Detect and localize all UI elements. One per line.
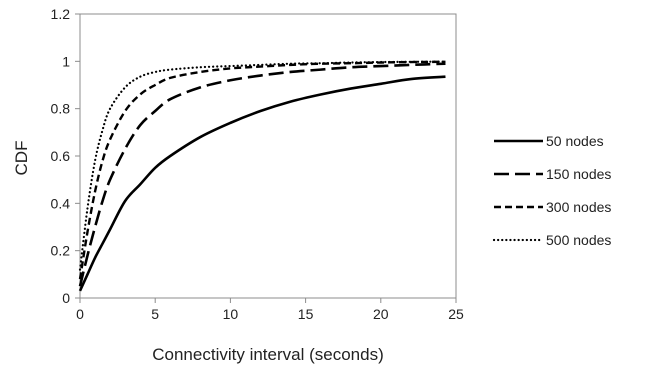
legend-label: 500 nodes [546, 232, 611, 248]
y-tick-label: 0.2 [51, 243, 71, 259]
legend-item: 150 nodes [494, 166, 611, 182]
series-line-300-nodes [78, 60, 446, 280]
y-axis-title: CDF [12, 141, 31, 176]
series-line-150-nodes [78, 62, 446, 287]
x-axis-title: Connectivity interval (seconds) [152, 345, 383, 364]
y-tick-label: 0.8 [51, 101, 71, 117]
legend-item: 500 nodes [492, 232, 611, 248]
y-tick-label: 0 [62, 290, 70, 306]
series-layer [78, 60, 447, 292]
legend-label: 50 nodes [546, 133, 604, 149]
x-tick-label: 20 [373, 306, 389, 322]
plot-area [79, 13, 457, 299]
series-line-50-nodes [78, 75, 446, 292]
legend: 50 nodes 150 nodes 300 nodes 500 nodes [492, 133, 611, 248]
x-tick-label: 0 [76, 306, 84, 322]
x-tick-label: 25 [448, 306, 464, 322]
x-axis: 0 5 10 15 20 25 [76, 298, 464, 322]
legend-item: 50 nodes [494, 133, 604, 149]
y-tick-label: 0.6 [51, 148, 71, 164]
legend-label: 300 nodes [546, 199, 611, 215]
legend-label: 150 nodes [546, 166, 611, 182]
series-line-500-nodes [78, 60, 447, 271]
x-tick-label: 5 [151, 306, 159, 322]
y-tick-label: 1 [62, 53, 70, 69]
x-tick-label: 10 [223, 306, 239, 322]
legend-item: 300 nodes [494, 199, 611, 215]
y-tick-label: 1.2 [51, 6, 71, 22]
plot-frame [79, 13, 457, 299]
y-axis: 0 0.2 0.4 0.6 0.8 1 1.2 [51, 6, 80, 306]
x-tick-label: 15 [298, 306, 314, 322]
y-tick-label: 0.4 [51, 195, 71, 211]
